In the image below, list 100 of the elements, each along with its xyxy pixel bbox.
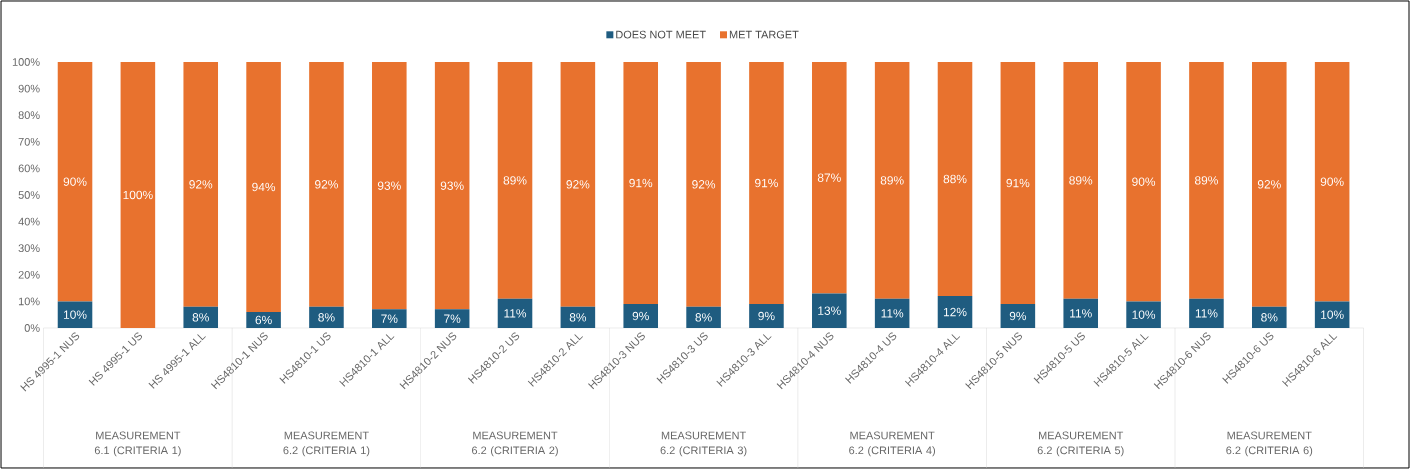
data-label: 9% — [632, 311, 649, 321]
data-label: 90% — [1320, 177, 1344, 186]
bar — [1000, 61, 1036, 305]
y-tick-label: 70% — [18, 137, 40, 146]
y-tick-label: 40% — [18, 217, 40, 226]
data-label: 100% — [123, 190, 153, 200]
bar — [686, 61, 721, 307]
bar — [1000, 304, 1036, 328]
bar — [1252, 306, 1287, 328]
y-tick-label: 10% — [18, 297, 40, 306]
bar — [1189, 61, 1224, 299]
data-label: 10% — [1321, 310, 1344, 319]
bar — [937, 61, 973, 297]
bar — [686, 306, 721, 328]
bar — [1189, 298, 1224, 328]
bar — [497, 61, 533, 299]
data-label: 12% — [943, 307, 967, 317]
data-label: 90% — [1132, 177, 1156, 186]
data-label: 87% — [817, 173, 841, 182]
bar — [372, 61, 407, 310]
y-tick-label: 100% — [12, 58, 40, 66]
bar — [309, 306, 344, 328]
bar — [183, 61, 219, 307]
data-label: 8% — [192, 313, 209, 322]
data-label: 8% — [1261, 313, 1278, 322]
data-label: 92% — [1257, 180, 1281, 189]
data-label: 91% — [1006, 178, 1030, 188]
data-label: 90% — [63, 177, 87, 186]
bar — [1063, 298, 1099, 328]
y-tick-label: 60% — [18, 164, 40, 173]
data-label: 11% — [881, 309, 904, 318]
data-label: 91% — [629, 178, 653, 188]
y-tick-label: 80% — [18, 111, 40, 120]
bar — [57, 61, 93, 302]
bar — [874, 298, 910, 328]
data-label: 10% — [1132, 310, 1156, 319]
y-tick-label: 30% — [18, 244, 40, 253]
data-label: 7% — [381, 314, 398, 323]
bar — [1126, 61, 1161, 302]
data-label: 7% — [444, 314, 461, 323]
data-label: 93% — [377, 181, 401, 190]
data-label: 89% — [1194, 176, 1218, 185]
data-label: 8% — [695, 313, 712, 322]
bar — [497, 298, 533, 328]
bar — [1314, 61, 1350, 302]
bar — [309, 61, 344, 307]
bar — [1252, 61, 1287, 307]
y-tick-label: 90% — [18, 84, 40, 93]
data-label: 11% — [1195, 309, 1218, 318]
bar — [1126, 301, 1161, 328]
data-label: 89% — [503, 176, 527, 185]
bar — [57, 301, 93, 328]
bar — [560, 306, 596, 328]
bar — [246, 61, 281, 313]
data-label: 8% — [318, 313, 335, 322]
text: MEASUREMENT 6.2 (CRITERIA 4) — [849, 431, 935, 457]
bar — [372, 309, 407, 328]
bar — [1314, 301, 1350, 328]
bar — [560, 61, 596, 307]
data-label: 88% — [943, 174, 967, 184]
bar — [623, 304, 659, 328]
bar — [434, 61, 470, 310]
text: MEASUREMENT 6.2 (CRITERIA 3) — [660, 431, 747, 457]
bar — [812, 61, 847, 294]
data-label: 92% — [315, 180, 338, 189]
bar — [1063, 61, 1099, 299]
data-label: 11% — [504, 309, 527, 318]
data-label: 92% — [189, 180, 213, 189]
data-label: 11% — [1070, 309, 1092, 318]
bar — [749, 304, 784, 328]
data-label: 93% — [440, 181, 464, 190]
data-label: 92% — [692, 180, 716, 189]
y-tick-label: 50% — [18, 191, 40, 199]
data-label: 89% — [880, 176, 904, 185]
bar — [120, 61, 156, 328]
text: MEASUREMENT 6.2 (CRITERIA 6) — [1226, 431, 1313, 457]
bar — [812, 293, 847, 328]
data-label: 89% — [1069, 176, 1093, 185]
data-label: 6% — [255, 315, 272, 325]
data-label: 13% — [818, 306, 841, 315]
legend-label: MET TARGET — [729, 30, 799, 39]
bar — [246, 312, 281, 328]
legend-label: DOES NOT MEET — [616, 30, 706, 39]
bar — [874, 61, 910, 299]
data-label: 9% — [1009, 311, 1027, 321]
data-label: 94% — [252, 182, 276, 192]
text: MEASUREMENT 6.2 (CRITERIA 1) — [283, 431, 370, 457]
y-tick-label: 20% — [18, 270, 40, 279]
bar — [749, 61, 784, 305]
data-label: 92% — [566, 180, 590, 189]
data-label: 8% — [569, 313, 587, 322]
text: MEASUREMENT 6.2 (CRITERIA 2) — [472, 431, 558, 457]
bar — [937, 296, 973, 328]
data-label: 9% — [758, 311, 775, 321]
bar — [623, 61, 659, 305]
text: MEASUREMENT 6.1 (CRITERIA 1) — [94, 431, 181, 457]
text: MEASUREMENT 6.2 (CRITERIA 5) — [1037, 431, 1124, 457]
bar — [183, 306, 219, 328]
bar — [434, 309, 470, 328]
y-tick-label: 0% — [24, 324, 40, 332]
